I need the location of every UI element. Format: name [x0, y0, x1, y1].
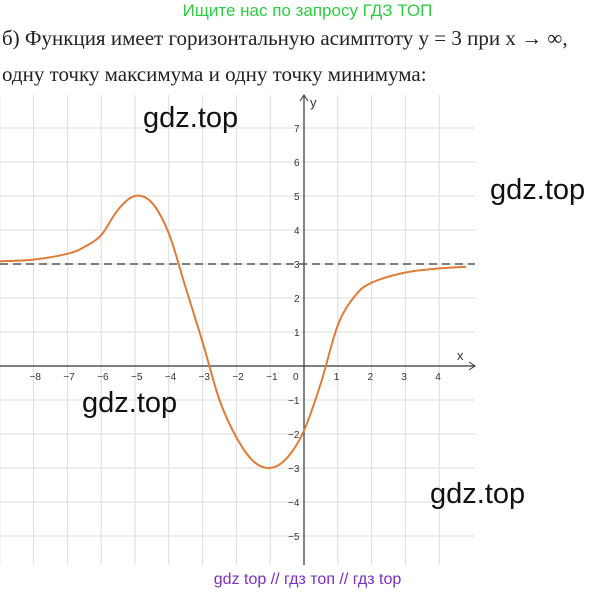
- x-tick-label: −5: [131, 372, 143, 383]
- watermark: gdz.top: [82, 387, 178, 419]
- y-axis-label: y: [310, 95, 317, 110]
- x-tick-label: 4: [435, 372, 441, 383]
- x-tick-label: −8: [30, 372, 42, 383]
- x-tick-label: −7: [63, 372, 75, 383]
- x-tick-label: −1: [266, 372, 278, 383]
- watermark: gdz.top: [490, 174, 586, 206]
- x-tick-label: −6: [97, 372, 109, 383]
- y-tick-label: 1: [294, 328, 300, 339]
- x-tick-label: −4: [165, 372, 177, 383]
- y-tick-label: 4: [294, 226, 300, 237]
- footer-links[interactable]: gdz top // гдз топ // гдз top: [213, 571, 402, 588]
- x-tick-label: 2: [368, 372, 374, 383]
- problem-text-line-2: одну точку максимума и одну точку миниму…: [2, 62, 427, 86]
- x-tick-label: 1: [334, 372, 340, 383]
- x-tick-label: 0: [293, 372, 299, 383]
- y-tick-label: −3: [288, 464, 300, 475]
- y-tick-label: 2: [294, 294, 300, 305]
- y-tick-label: 3: [294, 260, 300, 271]
- x-tick-label: 3: [401, 372, 407, 383]
- function-curve: [0, 194, 467, 470]
- y-tick-label: 7: [294, 124, 300, 135]
- y-tick-label: −5: [288, 532, 300, 543]
- y-tick-label: −2: [288, 430, 300, 441]
- y-tick-label: 5: [294, 192, 300, 203]
- y-tick-label: −1: [288, 396, 300, 407]
- x-tick-label: −2: [232, 372, 244, 383]
- x-tick-label: −3: [199, 372, 211, 383]
- x-axis-arrow: [468, 361, 476, 371]
- problem-text-line-1: б) Функция имеет горизонтальную асимптот…: [2, 26, 568, 50]
- y-tick-label: 6: [294, 158, 300, 169]
- watermark: gdz.top: [430, 478, 526, 510]
- watermark: gdz.top: [143, 102, 239, 134]
- x-axis-label: x: [457, 348, 464, 363]
- y-axis-arrow: [299, 94, 309, 102]
- y-tick-label: −4: [288, 498, 300, 509]
- search-banner: Ищите нас по запросу ГДЗ ТОП: [182, 1, 433, 20]
